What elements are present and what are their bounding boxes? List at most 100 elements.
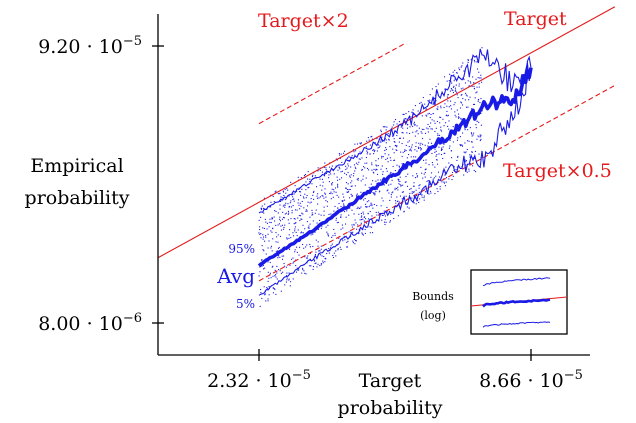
scatter-point (400, 126, 402, 128)
scatter-point (277, 224, 279, 226)
scatter-point (295, 231, 297, 234)
scatter-point (412, 131, 414, 133)
scatter-point (280, 196, 282, 198)
scatter-point (453, 80, 455, 82)
scatter-point (419, 147, 421, 149)
scatter-point (429, 94, 431, 96)
scatter-point (386, 190, 388, 192)
scatter-point (335, 158, 337, 160)
scatter-point (280, 290, 282, 292)
scatter-point (299, 219, 301, 222)
scatter-point (429, 138, 431, 140)
scatter-point (261, 205, 263, 207)
scatter-point (428, 112, 430, 115)
scatter-point (423, 128, 425, 130)
scatter-point (292, 262, 294, 264)
scatter-point (430, 149, 432, 151)
scatter-point (275, 274, 277, 276)
scatter-point (312, 174, 314, 176)
scatter-point (360, 206, 362, 208)
scatter-point (288, 278, 290, 280)
scatter-point (438, 153, 440, 155)
scatter-point (355, 239, 357, 242)
scatter-point (402, 113, 404, 115)
scatter-point (340, 171, 342, 173)
scatter-point (427, 145, 429, 147)
reference-line-0 (158, 6, 616, 259)
scatter-point (272, 275, 274, 277)
scatter-point (262, 207, 264, 209)
scatter-point (381, 136, 383, 138)
scatter-point (398, 180, 400, 182)
scatter-point (337, 248, 339, 250)
scatter-point (379, 145, 381, 147)
scatter-point (295, 259, 297, 261)
scatter-point (298, 254, 300, 256)
scatter-point (398, 121, 400, 123)
scatter-point (455, 84, 457, 86)
scatter-point (409, 188, 411, 190)
scatter-point (322, 260, 324, 262)
scatter-point (414, 135, 416, 137)
scatter-point (317, 228, 319, 230)
scatter-point (350, 193, 352, 195)
scatter-point (403, 113, 405, 116)
scatter-point (410, 148, 412, 150)
scatter-point (455, 91, 458, 93)
scatter-point (402, 191, 405, 193)
scatter-point (444, 174, 446, 176)
scatter-point (271, 217, 274, 219)
scatter-point (259, 305, 261, 307)
scatter-point (282, 191, 285, 193)
scatter-point (276, 272, 278, 274)
scatter-point (322, 195, 324, 197)
scatter-point (316, 222, 318, 224)
y-tick-label-0: 8.00 · 10−6 (38, 311, 142, 335)
scatter-point (260, 288, 262, 291)
scatter-point (263, 197, 265, 199)
scatter-point (288, 234, 290, 236)
scatter-point (469, 156, 471, 158)
scatter-point (295, 222, 297, 224)
scatter-point (449, 145, 451, 147)
scatter-point (435, 127, 437, 129)
scatter-point (282, 211, 284, 213)
scatter-point (460, 66, 462, 68)
inset-series (470, 277, 568, 328)
scatter-point (269, 205, 271, 207)
scatter-point (448, 162, 450, 164)
scatter-point (404, 149, 406, 151)
scatter-point (274, 275, 276, 277)
scatter-point (472, 103, 475, 106)
scatter-point (467, 59, 469, 61)
scatter-point (404, 168, 406, 170)
scatter-point (315, 186, 318, 188)
scatter-point (348, 191, 350, 193)
scatter-point (366, 140, 368, 142)
scatter-point (283, 262, 285, 265)
scatter-point (412, 125, 414, 127)
scatter-point (479, 139, 481, 142)
scatter-point (267, 261, 269, 263)
scatter-point (270, 245, 273, 247)
scatter-point (464, 159, 466, 161)
scatter-point (272, 287, 274, 289)
scatter-point (449, 100, 452, 102)
scatter-point (402, 127, 404, 129)
scatter-point (380, 179, 382, 181)
scatter-point (434, 122, 436, 124)
scatter-point (382, 200, 384, 202)
scatter-point (410, 188, 412, 190)
scatter-point (292, 205, 294, 207)
scatter-point (346, 191, 348, 193)
scatter-point (405, 149, 407, 152)
scatter-point (300, 177, 302, 179)
scatter-point (309, 265, 311, 267)
scatter-point (299, 246, 301, 248)
scatter-point (362, 166, 365, 168)
scatter-point (456, 166, 458, 168)
scatter-point (360, 222, 362, 224)
scatter-point (439, 186, 441, 188)
scatter-point (437, 133, 439, 135)
scatter-point (381, 214, 383, 216)
